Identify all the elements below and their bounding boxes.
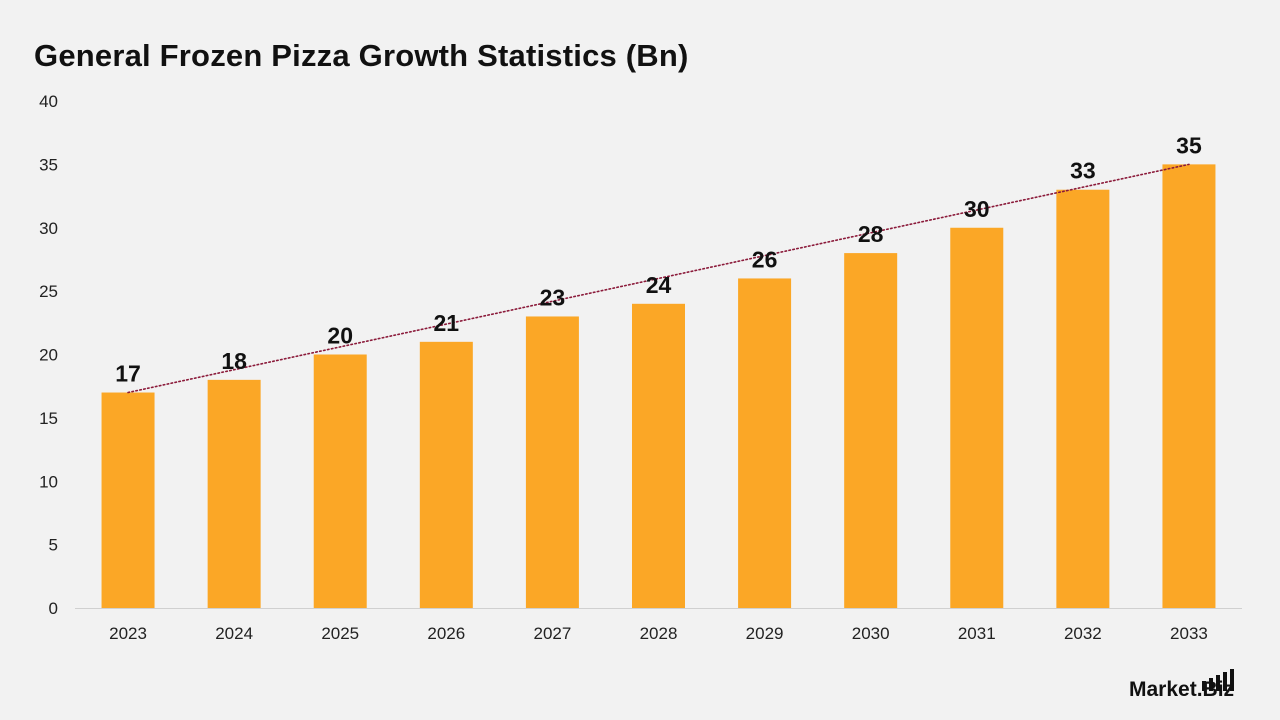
bar <box>950 227 1004 608</box>
x-tick-label: 2023 <box>109 624 147 643</box>
data-label: 20 <box>327 323 353 349</box>
x-tick-label: 2033 <box>1170 624 1208 643</box>
data-labels-group: 17 18 20 21 23 24 26 28 30 33 35 <box>115 132 1202 386</box>
brand-name: Market.Biz <box>1129 678 1235 701</box>
y-tick-label: 25 <box>39 282 58 301</box>
chart-title: General Frozen Pizza Growth Statistics (… <box>34 38 689 73</box>
y-tick-label: 40 <box>39 92 58 111</box>
data-label: 35 <box>1176 132 1202 158</box>
bars-group <box>101 164 1216 608</box>
y-tick-label: 15 <box>39 409 58 428</box>
x-tick-label: 2031 <box>958 624 996 643</box>
bar-chart-logo-icon <box>1202 669 1234 691</box>
data-label: 18 <box>221 348 247 374</box>
bar <box>738 278 792 608</box>
trendline <box>127 163 1190 394</box>
y-axis-ticks: 0 5 10 15 20 25 30 35 40 <box>39 92 58 618</box>
bar <box>419 341 473 608</box>
bar <box>844 253 898 608</box>
data-label: 30 <box>964 196 990 222</box>
x-tick-label: 2032 <box>1064 624 1102 643</box>
bar <box>1162 164 1216 608</box>
bar <box>1056 189 1110 608</box>
data-label: 17 <box>115 361 141 387</box>
bar <box>313 354 367 608</box>
y-tick-label: 0 <box>49 599 58 618</box>
x-tick-label: 2025 <box>321 624 359 643</box>
x-tick-label: 2026 <box>427 624 465 643</box>
x-tick-label: 2024 <box>215 624 253 643</box>
y-tick-label: 10 <box>39 472 58 491</box>
x-tick-label: 2027 <box>533 624 571 643</box>
bar <box>632 303 685 608</box>
data-label: 21 <box>434 310 460 336</box>
data-label: 33 <box>1070 158 1096 184</box>
bar <box>525 316 579 608</box>
x-tick-label: 2029 <box>746 624 784 643</box>
data-label: 23 <box>540 284 566 310</box>
y-tick-label: 5 <box>49 536 58 555</box>
x-tick-label: 2030 <box>852 624 890 643</box>
bar <box>207 379 261 608</box>
bar <box>101 392 155 608</box>
data-label: 28 <box>858 221 884 247</box>
y-tick-label: 20 <box>39 346 58 365</box>
x-axis-ticks: 2023 2024 2025 2026 2027 2028 2029 2030 2031 2032… <box>109 624 1208 643</box>
data-label: 26 <box>752 246 778 272</box>
y-tick-label: 30 <box>39 219 58 238</box>
data-label: 24 <box>646 272 672 298</box>
y-tick-label: 35 <box>39 155 58 174</box>
brand-logo: Market.Biz <box>1129 668 1259 708</box>
x-tick-label: 2028 <box>640 624 678 643</box>
